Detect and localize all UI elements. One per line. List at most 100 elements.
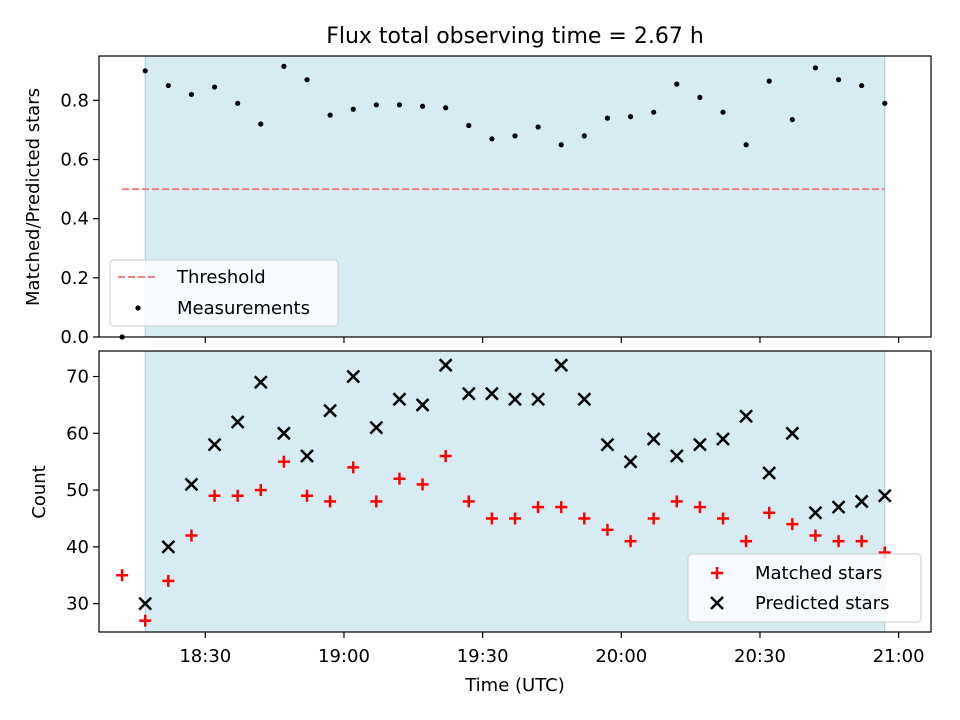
predicted-stars-point [253, 375, 268, 390]
matched-stars-point [624, 535, 637, 548]
bottom-y-tick-label: 60 [66, 423, 89, 444]
predicted-legend-label: Predicted stars [755, 593, 889, 614]
measurement-point [512, 133, 518, 139]
matched-stars-point [347, 461, 360, 474]
predicted-stars-point [877, 488, 892, 503]
measurement-point [835, 77, 842, 83]
top-legend-box [109, 259, 339, 327]
measurement-point [558, 142, 564, 148]
predicted-stars-point [531, 392, 545, 407]
x-tick-label: 21:00 [873, 646, 925, 667]
matched-stars-point [324, 495, 337, 508]
matched-stars-point [670, 495, 683, 508]
predicted-stars-point [161, 539, 176, 554]
threshold-legend-label: Threshold [176, 267, 266, 288]
measurement-point [258, 121, 264, 127]
measurement-point [812, 65, 819, 71]
predicted-stars-point [277, 426, 291, 441]
predicted-stars-point [369, 420, 384, 435]
measurement-point [789, 116, 795, 123]
matched-stars-point [208, 489, 221, 502]
matched-stars-point [462, 495, 475, 508]
matched-stars-point [555, 501, 568, 514]
predicted-stars-point [300, 449, 314, 463]
predicted-stars-point [831, 500, 846, 514]
measurement-point [188, 91, 195, 98]
predicted-stars-point [207, 437, 222, 452]
measurement-point [142, 68, 148, 74]
matched-stars-point [254, 484, 267, 497]
matched-stars-point [231, 489, 244, 502]
chart-title: Flux total observing time = 2.67 h [326, 24, 704, 49]
matched-stars-point [509, 512, 521, 525]
measurement-point [882, 100, 888, 106]
matched-stars-point [786, 518, 799, 531]
matched-stars-point [185, 529, 198, 542]
measurement-point [859, 82, 865, 89]
predicted-stars-point [184, 477, 199, 492]
matched-stars-point [370, 495, 383, 508]
bottom-y-tick-label: 30 [66, 594, 89, 615]
top-x-ticks [204, 337, 900, 343]
matched-stars-point [116, 569, 129, 582]
x-tick-label: 18:30 [179, 646, 231, 667]
matched-stars-point [416, 478, 429, 491]
matched-stars-point [485, 512, 498, 525]
measurement-point [235, 100, 241, 106]
top-y-ticks: 0.0 0.2 0.4 0.6 0.8 [60, 90, 99, 348]
predicted-stars-point [461, 386, 476, 401]
measurement-point [720, 109, 726, 115]
matched-stars-point [277, 455, 290, 468]
matched-stars-point [647, 512, 660, 525]
matched-stars-point [809, 529, 822, 542]
x-tick-label: 19:00 [318, 646, 370, 667]
predicted-stars-point [623, 454, 638, 469]
predicted-stars-point [669, 449, 684, 463]
measurement-point [443, 105, 449, 111]
measurement-point [327, 112, 333, 118]
top-y-tick-label: 0.6 [60, 150, 89, 171]
matched-stars-point [532, 501, 545, 514]
measurement-point [281, 63, 287, 69]
matched-legend-label: Matched stars [755, 563, 882, 584]
bottom-x-ticks: 18:30 19:00 19:30 20:00 20:30 21:00 [179, 632, 925, 667]
predicted-stars-point [508, 392, 522, 407]
predicted-stars-point [415, 398, 430, 412]
top-axes-frame [98, 55, 932, 338]
measurements-legend-swatch [135, 305, 141, 311]
matched-legend-swatch [711, 567, 723, 579]
predicted-stars-point [230, 415, 245, 429]
predicted-stars-point [693, 437, 707, 452]
bottom-y-tick-label: 40 [66, 537, 89, 558]
predicted-stars-point [138, 596, 153, 611]
matched-stars-point [139, 614, 152, 627]
predicted-stars-point [438, 358, 453, 373]
x-tick-label: 19:30 [457, 646, 509, 667]
measurement-point [350, 106, 356, 112]
top-y-tick-label: 0.0 [60, 327, 89, 348]
measurement-point [604, 115, 611, 121]
matched-stars-point [393, 472, 406, 485]
measurement-point [396, 102, 403, 108]
matched-stars-point [763, 506, 776, 519]
x-tick-label: 20:00 [595, 646, 647, 667]
matched-stars-point [301, 489, 313, 502]
predicted-stars-points [138, 358, 892, 611]
matched-stars-point [693, 501, 706, 514]
matched-stars-point [855, 535, 868, 548]
top-y-tick-label: 0.4 [60, 209, 89, 230]
bottom-y-tick-label: 70 [66, 367, 89, 388]
measurement-point [419, 103, 426, 109]
top-panel: 0.00.20.40.60.8 Matched/Predicted stars … [23, 55, 932, 348]
bottom-y-ticks: 30 40 50 60 70 [66, 367, 99, 615]
bottom-panel: 30 40 50 60 70 18:30 19:00 19:30 20:00 20:30 21:0… [29, 350, 932, 696]
top-y-tick-label: 0.2 [60, 268, 89, 289]
bottom-legend: Matched stars Predicted stars [687, 553, 922, 623]
matched-stars-point [832, 535, 845, 548]
predicted-stars-point [854, 494, 869, 509]
measurement-point [743, 142, 749, 148]
matched-stars-point [578, 512, 591, 525]
predicted-stars-point [785, 426, 800, 441]
matched-stars-point [717, 512, 729, 525]
measurement-point [211, 84, 218, 90]
